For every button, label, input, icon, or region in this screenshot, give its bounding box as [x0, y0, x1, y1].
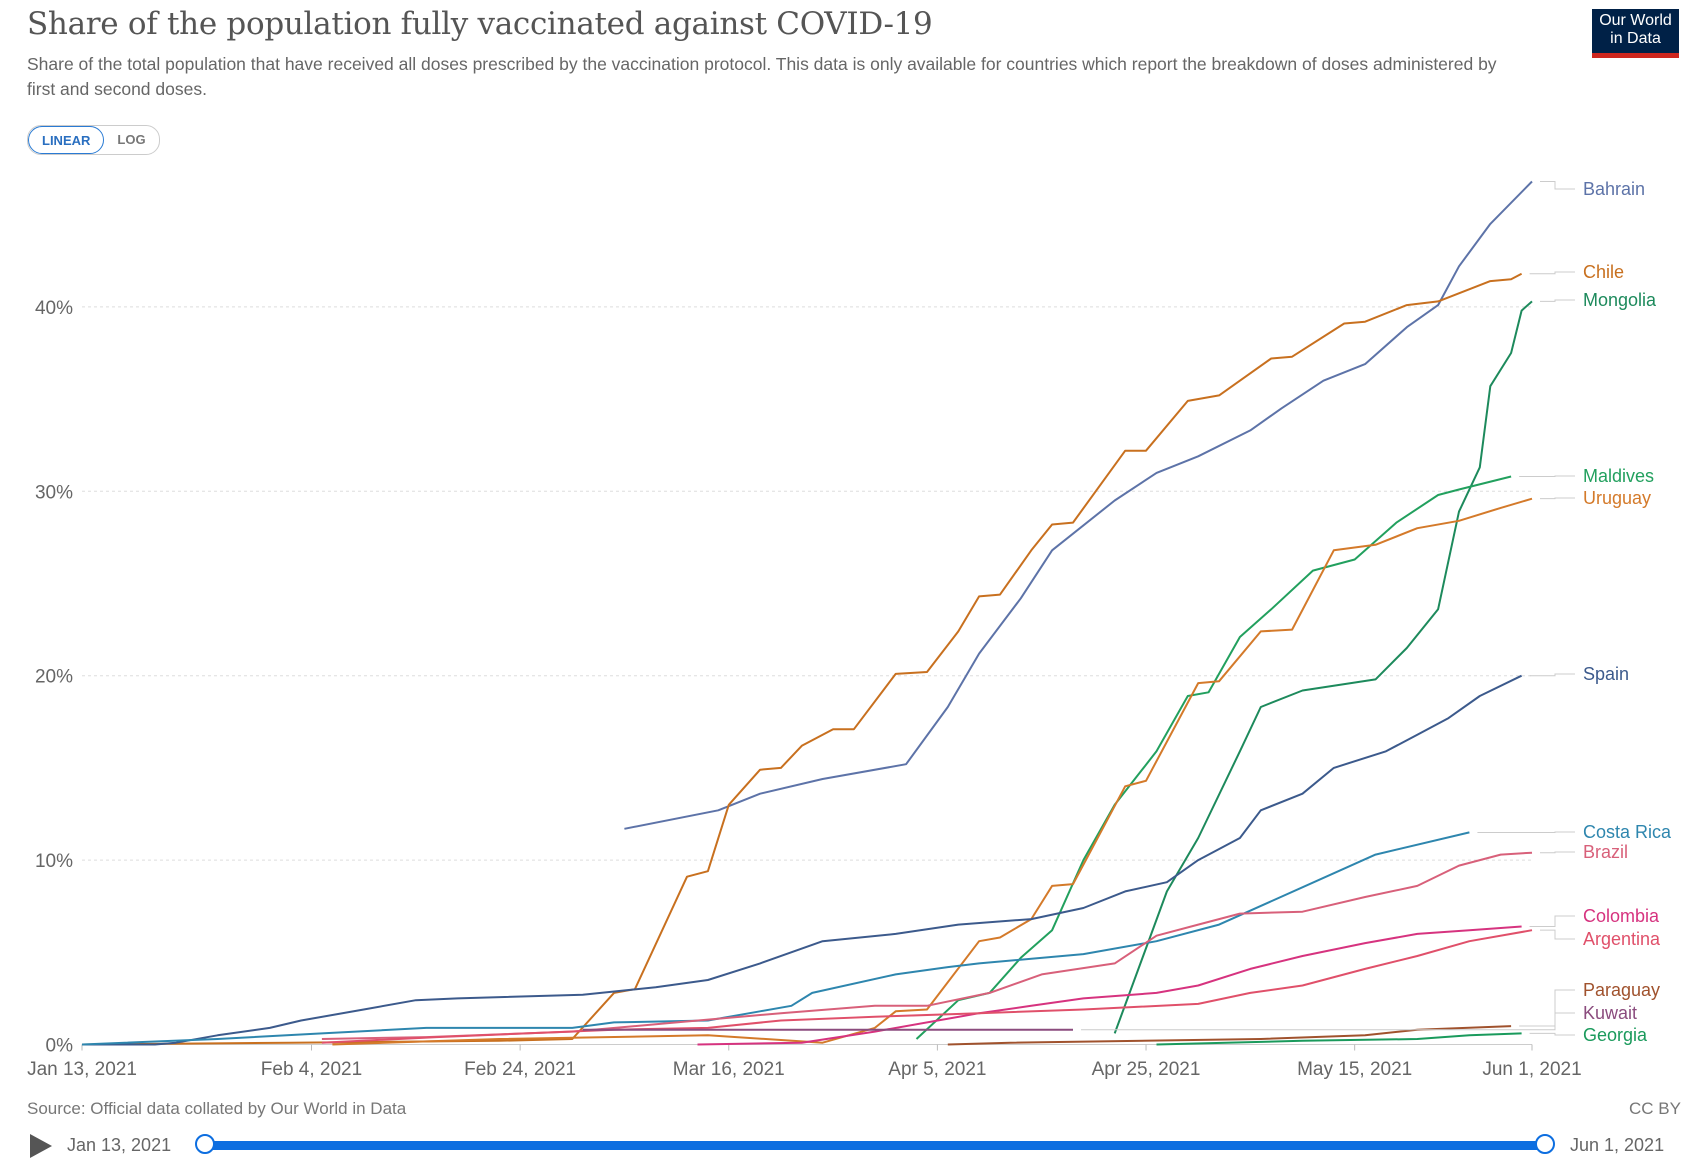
- y-tick-label: 40%: [35, 298, 73, 319]
- series-label: Costa Rica: [1583, 822, 1672, 842]
- license-link[interactable]: CC BY: [1629, 1099, 1681, 1118]
- owid-logo[interactable]: Our World in Data: [1592, 9, 1679, 58]
- x-tick-label: Jun 1, 2021: [1482, 1059, 1581, 1080]
- series-line-costa-rica: [81, 831, 1470, 1046]
- play-icon[interactable]: [30, 1134, 52, 1158]
- series-line-brazil: [321, 851, 1533, 1040]
- x-tick-label: Mar 16, 2021: [673, 1059, 785, 1080]
- label-connector: [1540, 851, 1575, 854]
- label-connector: [1081, 1012, 1575, 1031]
- label-connector: [1529, 915, 1575, 927]
- label-connector: [1529, 271, 1575, 275]
- series-line-chile: [81, 272, 1523, 1046]
- series-label: Uruguay: [1583, 488, 1651, 508]
- series-line-georgia: [1156, 1032, 1522, 1046]
- y-tick-label: 10%: [35, 851, 73, 872]
- series-label: Brazil: [1583, 842, 1628, 862]
- x-tick-label: Apr 25, 2021: [1092, 1059, 1201, 1080]
- y-tick-label: 20%: [35, 667, 73, 688]
- series-label: Maldives: [1583, 466, 1654, 486]
- x-tick-label: May 15, 2021: [1297, 1059, 1412, 1080]
- timeline-start-label: Jan 13, 2021: [67, 1135, 172, 1155]
- timeline-slider-track[interactable]: [205, 1141, 1545, 1150]
- label-connector: [1540, 929, 1575, 940]
- x-tick-label: Jan 13, 2021: [27, 1059, 137, 1080]
- scale-toggle[interactable]: LINEAR LOG: [27, 125, 160, 155]
- series-line-bahrain: [624, 180, 1533, 830]
- series-line-spain: [82, 674, 1523, 1046]
- chart-title: Share of the population fully vaccinated…: [27, 6, 933, 42]
- label-connector: [1519, 989, 1575, 1027]
- label-connector: [1540, 181, 1575, 190]
- timeline: Jan 13, 2021 Jun 1, 2021: [0, 1130, 1706, 1160]
- label-connector: [1540, 299, 1575, 302]
- linear-scale-button[interactable]: LINEAR: [28, 126, 105, 154]
- label-connector: [1529, 1032, 1575, 1036]
- series-label: Colombia: [1583, 906, 1660, 926]
- series-line-uruguay: [332, 497, 1533, 1046]
- y-tick-label: 30%: [35, 482, 73, 503]
- series-label: Spain: [1583, 664, 1629, 684]
- y-tick-label: 0%: [46, 1036, 74, 1057]
- series-line-paraguay: [947, 1025, 1512, 1046]
- series-label: Georgia: [1583, 1025, 1648, 1045]
- log-scale-button[interactable]: LOG: [117, 132, 146, 147]
- timeline-start-handle[interactable]: [195, 1134, 215, 1154]
- timeline-end-label: Jun 1, 2021: [1570, 1135, 1665, 1155]
- series-label: Bahrain: [1583, 179, 1645, 199]
- series-label: Argentina: [1583, 929, 1661, 949]
- series-label: Chile: [1583, 262, 1624, 282]
- x-tick-label: Apr 5, 2021: [888, 1059, 986, 1080]
- series-line-mongolia: [1113, 300, 1533, 1034]
- x-tick-label: Feb 24, 2021: [464, 1059, 576, 1080]
- series-label: Mongolia: [1583, 290, 1657, 310]
- label-connector: [1529, 673, 1575, 677]
- timeline-end-handle[interactable]: [1535, 1134, 1555, 1154]
- series-line-colombia: [697, 925, 1522, 1046]
- label-connector: [1519, 475, 1575, 478]
- series-label: Kuwait: [1583, 1003, 1637, 1023]
- x-tick-label: Feb 4, 2021: [261, 1059, 362, 1080]
- chart-subtitle: Share of the total population that have …: [27, 54, 1497, 99]
- series-line-maldives: [915, 475, 1512, 1040]
- source-note[interactable]: Source: Official data collated by Our Wo…: [27, 1099, 407, 1118]
- label-connector: [1540, 497, 1575, 500]
- series-label: Paraguay: [1583, 980, 1660, 1000]
